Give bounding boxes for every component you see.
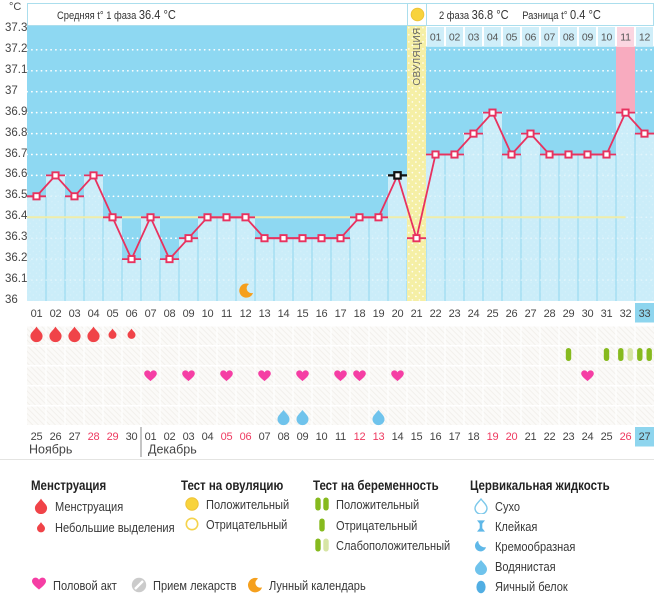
svg-text:31: 31	[601, 308, 613, 320]
svg-text:10: 10	[316, 431, 328, 443]
svg-text:Ноябрь: Ноябрь	[29, 443, 72, 457]
svg-text:01: 01	[430, 32, 442, 44]
svg-text:04: 04	[88, 308, 100, 320]
svg-text:04: 04	[202, 431, 214, 443]
svg-text:24: 24	[468, 308, 480, 320]
svg-text:30: 30	[582, 308, 594, 320]
svg-text:25: 25	[31, 431, 43, 443]
svg-text:12: 12	[354, 431, 366, 443]
svg-text:14: 14	[392, 431, 404, 443]
svg-text:10: 10	[202, 308, 214, 320]
svg-text:27: 27	[525, 308, 537, 320]
svg-text:05: 05	[107, 308, 119, 320]
svg-text:23: 23	[563, 431, 575, 443]
svg-text:06: 06	[240, 431, 252, 443]
svg-text:06: 06	[525, 32, 537, 44]
svg-text:08: 08	[563, 32, 575, 44]
svg-text:02: 02	[449, 32, 461, 44]
svg-text:12: 12	[639, 32, 651, 44]
svg-text:25: 25	[601, 431, 613, 443]
svg-text:09: 09	[582, 32, 594, 44]
svg-text:20: 20	[392, 308, 404, 320]
svg-text:06: 06	[126, 308, 138, 320]
svg-text:03: 03	[468, 32, 480, 44]
svg-text:21: 21	[525, 431, 537, 443]
svg-text:05: 05	[506, 32, 518, 44]
svg-text:16: 16	[316, 308, 328, 320]
svg-text:29: 29	[107, 431, 119, 443]
svg-text:22: 22	[430, 308, 442, 320]
svg-text:10: 10	[601, 32, 613, 44]
svg-text:11: 11	[620, 32, 631, 44]
svg-text:11: 11	[221, 308, 232, 320]
svg-text:18: 18	[354, 308, 366, 320]
svg-text:07: 07	[259, 431, 271, 443]
svg-text:04: 04	[487, 32, 499, 44]
svg-text:07: 07	[145, 308, 157, 320]
svg-text:28: 28	[88, 431, 100, 443]
svg-text:09: 09	[297, 431, 309, 443]
svg-text:Декабрь: Декабрь	[148, 443, 197, 457]
svg-text:22: 22	[544, 431, 556, 443]
svg-text:17: 17	[449, 431, 461, 443]
svg-text:09: 09	[183, 308, 195, 320]
svg-text:13: 13	[373, 431, 385, 443]
svg-text:03: 03	[183, 431, 195, 443]
svg-text:16: 16	[430, 431, 442, 443]
svg-text:33: 33	[639, 308, 651, 320]
svg-text:18: 18	[468, 431, 480, 443]
svg-text:05: 05	[221, 431, 233, 443]
svg-text:30: 30	[126, 431, 138, 443]
svg-text:17: 17	[335, 308, 347, 320]
svg-text:02: 02	[164, 431, 176, 443]
svg-text:19: 19	[487, 431, 499, 443]
svg-text:23: 23	[449, 308, 461, 320]
svg-text:25: 25	[487, 308, 499, 320]
svg-text:13: 13	[259, 308, 271, 320]
svg-text:01: 01	[31, 308, 43, 320]
svg-text:07: 07	[544, 32, 556, 44]
svg-text:26: 26	[50, 431, 62, 443]
svg-text:29: 29	[563, 308, 575, 320]
svg-text:08: 08	[278, 431, 290, 443]
svg-text:08: 08	[164, 308, 176, 320]
svg-text:32: 32	[620, 308, 632, 320]
svg-text:14: 14	[278, 308, 290, 320]
svg-text:28: 28	[544, 308, 556, 320]
svg-text:15: 15	[297, 308, 309, 320]
svg-text:11: 11	[335, 431, 346, 443]
svg-text:20: 20	[506, 431, 518, 443]
svg-text:03: 03	[69, 308, 81, 320]
svg-text:27: 27	[639, 431, 651, 443]
svg-text:27: 27	[69, 431, 81, 443]
svg-text:15: 15	[411, 431, 423, 443]
svg-text:26: 26	[620, 431, 632, 443]
svg-text:02: 02	[50, 308, 62, 320]
svg-text:19: 19	[373, 308, 385, 320]
svg-text:ОВУЛЯЦИЯ: ОВУЛЯЦИЯ	[412, 27, 423, 85]
svg-text:01: 01	[145, 431, 157, 443]
svg-text:12: 12	[240, 308, 252, 320]
svg-text:24: 24	[582, 431, 594, 443]
svg-text:26: 26	[506, 308, 518, 320]
svg-text:21: 21	[411, 308, 423, 320]
